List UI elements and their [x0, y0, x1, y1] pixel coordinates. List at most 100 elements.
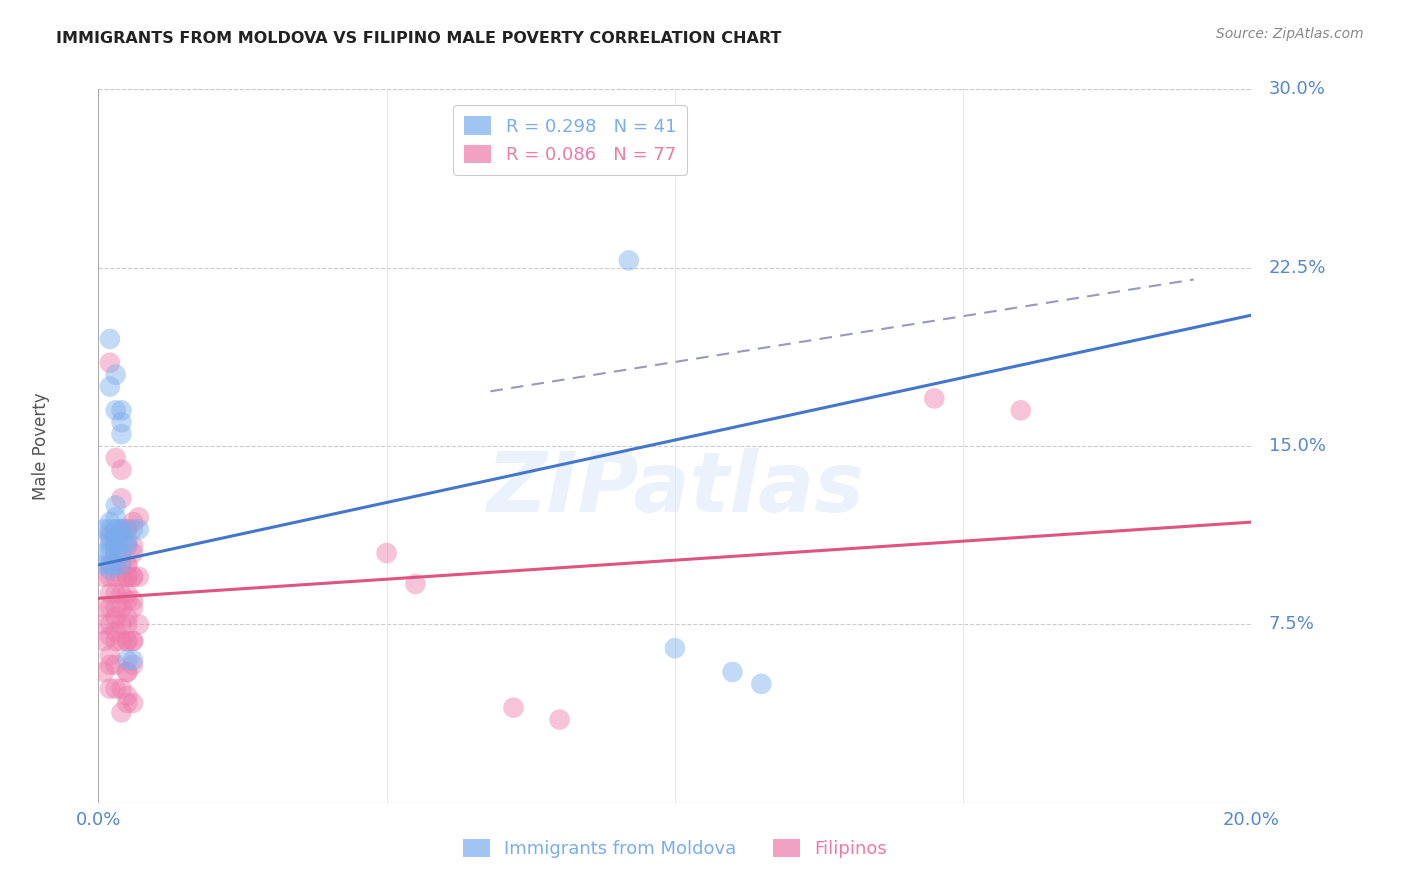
Point: [128, 510, 150, 524]
Point: [104, 624, 127, 639]
Point: [104, 403, 127, 417]
Point: [117, 593, 138, 607]
Point: [98, 515, 121, 529]
Point: [117, 522, 138, 536]
Point: [98, 563, 121, 577]
Point: [104, 586, 127, 600]
Point: [502, 700, 524, 714]
Point: [721, 665, 744, 679]
Point: [117, 610, 138, 624]
Point: [122, 634, 145, 648]
Point: [117, 634, 138, 648]
Point: [664, 641, 686, 656]
Text: 22.5%: 22.5%: [1268, 259, 1326, 277]
Point: [98, 681, 121, 696]
Point: [98, 379, 121, 393]
Point: [1010, 403, 1032, 417]
Point: [98, 617, 121, 632]
Point: [117, 539, 138, 553]
Point: [110, 706, 132, 720]
Point: [117, 558, 138, 572]
Point: [110, 558, 132, 572]
Point: [98, 657, 121, 672]
Point: [98, 586, 121, 600]
Point: [122, 570, 145, 584]
Point: [117, 558, 138, 572]
Point: [104, 510, 127, 524]
Point: [117, 570, 138, 584]
Point: [122, 546, 145, 560]
Point: [922, 392, 945, 406]
Point: [104, 610, 127, 624]
Point: [617, 253, 640, 268]
Point: [104, 558, 127, 572]
Point: [117, 634, 138, 648]
Point: [98, 539, 121, 553]
Point: [122, 522, 145, 536]
Point: [110, 463, 132, 477]
Point: [110, 534, 132, 549]
Point: [110, 558, 132, 572]
Point: [110, 522, 132, 536]
Point: [110, 600, 132, 615]
Point: [104, 546, 127, 560]
Point: [110, 522, 132, 536]
Text: Male Poverty: Male Poverty: [32, 392, 49, 500]
Point: [98, 558, 121, 572]
Point: [98, 648, 121, 663]
Point: [98, 527, 121, 541]
Point: [98, 356, 121, 370]
Point: [110, 681, 132, 696]
Point: [110, 415, 132, 429]
Point: [98, 534, 121, 549]
Point: [122, 657, 145, 672]
Point: [110, 491, 132, 506]
Point: [122, 696, 145, 710]
Point: [104, 634, 127, 648]
Point: [117, 570, 138, 584]
Point: [98, 600, 121, 615]
Point: [104, 499, 127, 513]
Point: [98, 529, 121, 543]
Point: [93, 665, 115, 679]
Text: Source: ZipAtlas.com: Source: ZipAtlas.com: [1216, 27, 1364, 41]
Point: [98, 522, 121, 536]
Point: [104, 546, 127, 560]
Point: [117, 522, 138, 536]
Point: [110, 617, 132, 632]
Point: [405, 577, 427, 591]
Point: [117, 696, 138, 710]
Point: [98, 558, 121, 572]
Text: 30.0%: 30.0%: [1268, 80, 1326, 98]
Legend: R = 0.298   N = 41, R = 0.086   N = 77: R = 0.298 N = 41, R = 0.086 N = 77: [453, 105, 688, 175]
Point: [104, 368, 127, 382]
Point: [93, 546, 115, 560]
Point: [104, 600, 127, 615]
Point: [93, 558, 115, 572]
Text: ZIPatlas: ZIPatlas: [486, 449, 863, 529]
Point: [117, 586, 138, 600]
Point: [104, 450, 127, 465]
Point: [110, 570, 132, 584]
Point: [117, 534, 138, 549]
Point: [117, 665, 138, 679]
Point: [122, 539, 145, 553]
Point: [93, 570, 115, 584]
Text: IMMIGRANTS FROM MOLDOVA VS FILIPINO MALE POVERTY CORRELATION CHART: IMMIGRANTS FROM MOLDOVA VS FILIPINO MALE…: [56, 31, 782, 46]
Point: [128, 617, 150, 632]
Point: [98, 629, 121, 643]
Point: [104, 539, 127, 553]
Point: [104, 570, 127, 584]
Point: [117, 617, 138, 632]
Point: [110, 427, 132, 442]
Point: [98, 570, 121, 584]
Point: [117, 689, 138, 703]
Point: [104, 681, 127, 696]
Point: [93, 600, 115, 615]
Point: [122, 653, 145, 667]
Point: [104, 558, 127, 572]
Point: [98, 546, 121, 560]
Point: [122, 515, 145, 529]
Point: [104, 529, 127, 543]
Point: [117, 539, 138, 553]
